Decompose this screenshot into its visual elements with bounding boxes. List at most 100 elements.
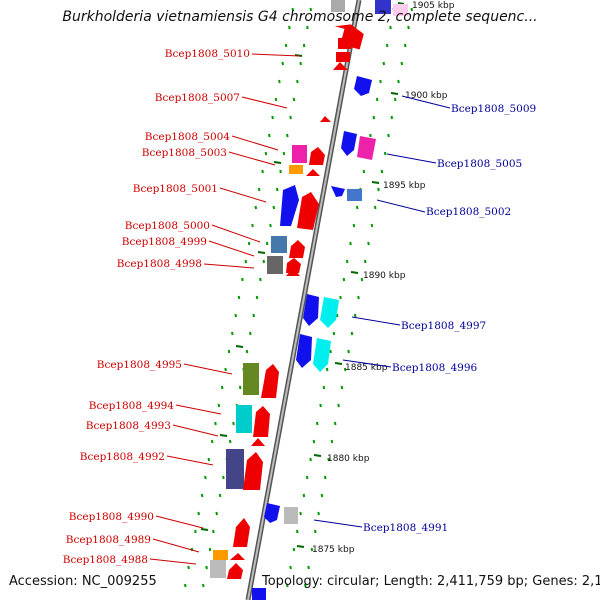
gene-block[interactable] xyxy=(292,145,307,163)
track-tick xyxy=(241,277,244,282)
gene-label-right[interactable]: Bcep1808_5009 xyxy=(451,103,536,115)
gene-arrow[interactable] xyxy=(233,518,250,547)
gene-label-left[interactable]: Bcep1808_5001 xyxy=(133,183,218,195)
gene-label-left[interactable]: Bcep1808_4992 xyxy=(80,451,165,463)
gene-label-left[interactable]: Bcep1808_4995 xyxy=(97,359,182,371)
gene-arrow[interactable] xyxy=(264,503,280,523)
track-tick xyxy=(387,133,390,138)
gene-arrow[interactable] xyxy=(309,147,325,165)
track-tick xyxy=(208,547,212,552)
gene-arrow[interactable] xyxy=(243,452,263,490)
gene-block[interactable] xyxy=(252,588,266,600)
track-tick xyxy=(357,295,360,300)
track-tick xyxy=(362,169,366,174)
gene-label-right[interactable]: Bcep1808_4997 xyxy=(401,320,486,332)
gene-block[interactable] xyxy=(289,165,303,174)
gene-block[interactable] xyxy=(271,236,287,253)
track-tick xyxy=(187,565,190,570)
gene-label-left[interactable]: Bcep1808_4988 xyxy=(63,554,148,566)
gene-arrow[interactable] xyxy=(354,76,372,96)
gene-arrow[interactable] xyxy=(230,553,245,560)
gene-arrow[interactable] xyxy=(261,364,279,398)
gene-arrow[interactable] xyxy=(320,297,339,328)
gene-arrow[interactable] xyxy=(333,62,348,70)
gene-label-left[interactable]: Bcep1808_4999 xyxy=(122,236,207,248)
gene-features xyxy=(210,0,408,600)
gene-arrow[interactable] xyxy=(286,268,300,276)
gene-arrow[interactable] xyxy=(357,136,376,160)
track-tick xyxy=(205,565,208,570)
track-tick xyxy=(255,295,259,300)
gene-block[interactable] xyxy=(226,449,244,489)
track-tick xyxy=(322,385,326,390)
gene-arrow[interactable] xyxy=(320,116,331,122)
gene-label-left[interactable]: Bcep1808_4990 xyxy=(69,511,154,523)
right-connectors xyxy=(313,95,451,528)
gene-label-left[interactable]: Bcep1808_4998 xyxy=(117,258,202,270)
track-tick xyxy=(215,511,218,516)
gene-block[interactable] xyxy=(331,0,345,12)
gene-block[interactable] xyxy=(393,4,408,16)
gene-arrow[interactable] xyxy=(227,563,243,579)
gene-label-left[interactable]: Bcep1808_5000 xyxy=(125,220,210,232)
gene-label-left[interactable]: Bcep1808_5007 xyxy=(155,92,240,104)
gene-label-right[interactable]: Bcep1808_5002 xyxy=(426,206,511,218)
track-tick xyxy=(307,565,310,570)
gene-block[interactable] xyxy=(243,363,259,395)
gene-block[interactable] xyxy=(338,38,351,49)
track-tick xyxy=(228,439,232,444)
gene-arrow[interactable] xyxy=(280,185,299,226)
gene-block[interactable] xyxy=(213,550,228,560)
track-tick xyxy=(332,331,336,336)
gene-label-left[interactable]: Bcep1808_4994 xyxy=(89,400,175,412)
track-tick xyxy=(380,169,384,174)
gene-block[interactable] xyxy=(375,0,391,14)
gene-block[interactable] xyxy=(347,189,362,201)
track-tick xyxy=(304,583,307,588)
track-tick xyxy=(200,493,204,498)
track-tick xyxy=(317,511,320,516)
gene-label-right[interactable]: Bcep1808_4991 xyxy=(363,522,448,534)
gene-block[interactable] xyxy=(210,560,226,578)
kbp-label: 1875 kbp xyxy=(312,545,355,555)
track-tick xyxy=(281,61,284,66)
gene-label-left[interactable]: Bcep1808_4993 xyxy=(86,420,171,432)
track-tick xyxy=(296,79,299,84)
gene-arrow[interactable] xyxy=(313,338,331,372)
gene-arrow[interactable] xyxy=(296,334,312,368)
gene-arrow[interactable] xyxy=(341,131,357,156)
gene-arrow[interactable] xyxy=(253,406,270,437)
gene-arrow[interactable] xyxy=(297,192,319,230)
gene-label-left[interactable]: Bcep1808_5004 xyxy=(145,131,231,143)
track-tick xyxy=(292,97,296,102)
gene-block[interactable] xyxy=(236,405,252,433)
track-tick xyxy=(302,43,306,48)
track-tick xyxy=(227,349,231,354)
track-tick xyxy=(218,493,222,498)
track-tick xyxy=(343,367,347,372)
track-tick xyxy=(347,349,350,354)
track-tick xyxy=(268,133,271,138)
gene-arrow[interactable] xyxy=(303,294,319,326)
gene-arrow[interactable] xyxy=(306,169,320,176)
track-tick xyxy=(292,547,296,552)
track-tick xyxy=(337,403,340,408)
track-tick xyxy=(202,583,205,588)
track-tick xyxy=(403,43,407,48)
gene-label-left[interactable]: Bcep1808_4989 xyxy=(66,534,151,546)
gene-block[interactable] xyxy=(284,507,298,524)
gene-arrow[interactable] xyxy=(289,240,305,258)
track-tick xyxy=(210,439,214,444)
track-tick xyxy=(393,97,397,102)
gene-label-right[interactable]: Bcep1808_5005 xyxy=(437,158,522,170)
gene-block[interactable] xyxy=(267,256,283,274)
gene-arrow[interactable] xyxy=(251,438,265,446)
gene-arrow[interactable] xyxy=(331,186,345,197)
gene-label-left[interactable]: Bcep1808_5003 xyxy=(142,147,227,159)
gene-block[interactable] xyxy=(336,52,350,62)
gene-arrow[interactable] xyxy=(286,258,301,273)
gene-label-left[interactable]: Bcep1808_5010 xyxy=(165,48,250,60)
gene-label-right[interactable]: Bcep1808_4996 xyxy=(392,362,478,374)
map-title: Burkholderia vietnamiensis G4 chromosome… xyxy=(62,9,538,25)
track-tick xyxy=(400,61,404,66)
